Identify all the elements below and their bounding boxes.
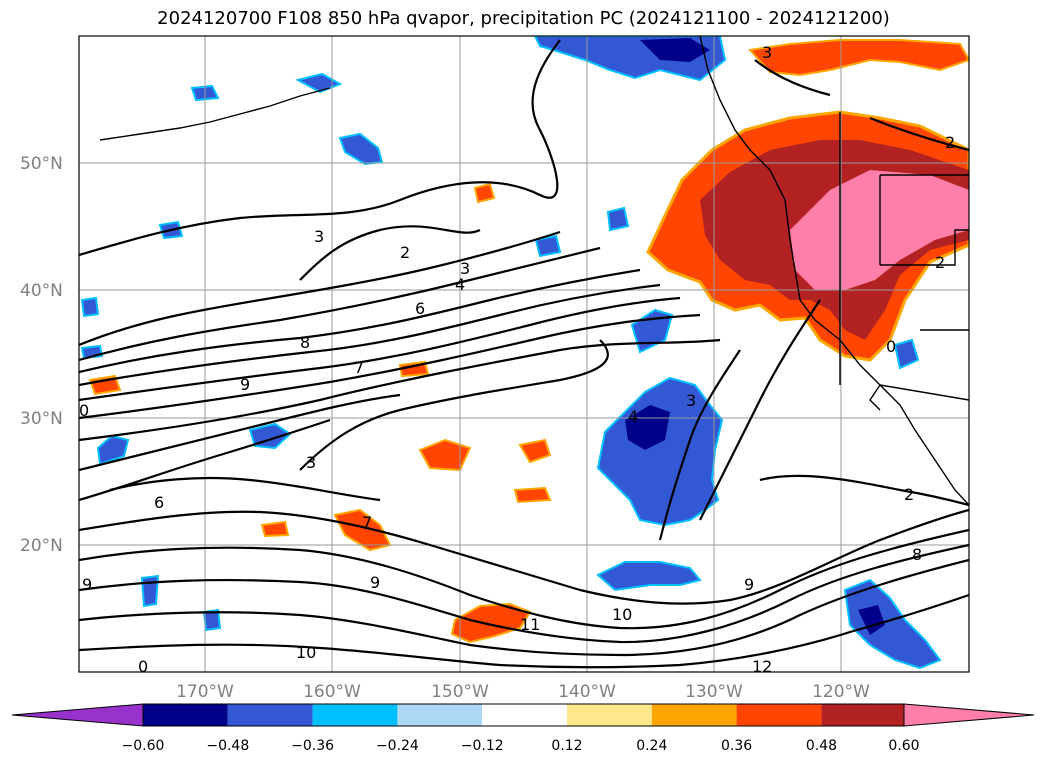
- contour-labels: 3 2 3 4 6 8 7 9 0 3 6 7 9 11 10 10 12 3 …: [79, 43, 955, 676]
- colorbar-extend-high: [903, 703, 1035, 727]
- colorbar-segment: [227, 704, 313, 726]
- colorbar-tick-label: −0.36: [291, 738, 334, 754]
- graticule: [79, 36, 969, 672]
- colorbar-ticks: −0.60 −0.48 −0.36 −0.24 −0.12 0.12 0.24 …: [122, 738, 920, 754]
- contour-label: 0: [79, 401, 89, 420]
- lon-label: 140°W: [558, 682, 616, 702]
- contour-label: 3: [460, 259, 470, 278]
- contour-label: 9: [370, 573, 380, 592]
- lat-label: 20°N: [20, 536, 63, 556]
- lon-label: 170°W: [176, 682, 234, 702]
- contour-label: 3: [306, 453, 316, 472]
- contour-label: 0: [138, 657, 148, 676]
- colorbar-segment: [143, 704, 228, 726]
- colorbar-tick-label: −0.24: [376, 738, 419, 754]
- contour-label: 4: [628, 407, 638, 426]
- contour-label: 10: [612, 605, 632, 624]
- contour-label: 9: [240, 375, 250, 394]
- map-title: 2024120700 F108 850 hPa qvapor, precipit…: [157, 8, 890, 29]
- precip-pc-negative-region: [80, 36, 942, 670]
- lat-label: 30°N: [20, 409, 63, 429]
- contour-label: 3: [686, 391, 696, 410]
- colorbar-segment: [736, 704, 822, 726]
- contour-label: 8: [912, 545, 922, 564]
- contour-label: 2: [935, 253, 945, 272]
- longitude-labels: 170°W 160°W 150°W 140°W 130°W 120°W: [176, 682, 870, 702]
- contour-label: 4: [455, 275, 465, 294]
- colorbar-segment: [567, 704, 652, 726]
- contour-label: 6: [154, 493, 164, 512]
- colorbar-tick-label: 0.12: [551, 738, 582, 754]
- contour-label: 7: [362, 513, 372, 532]
- contour-label: 2: [400, 243, 410, 262]
- contour-label: 0: [886, 337, 896, 356]
- lon-label: 130°W: [685, 682, 743, 702]
- contour-label: 3: [314, 227, 324, 246]
- contour-label: 7: [354, 358, 364, 377]
- plot-frame: [78, 35, 970, 673]
- colorbar: −0.60 −0.48 −0.36 −0.24 −0.12 0.12 0.24 …: [11, 703, 1035, 754]
- contour-label: 9: [82, 575, 92, 594]
- contour-label: 2: [945, 133, 955, 152]
- colorbar-tick-label: 0.48: [806, 738, 837, 754]
- colorbar-segment: [821, 704, 904, 726]
- lon-label: 150°W: [431, 682, 489, 702]
- lat-label: 50°N: [20, 154, 63, 174]
- colorbar-tick-label: −0.48: [206, 738, 249, 754]
- contour-label: 12: [752, 657, 772, 676]
- lon-label: 120°W: [812, 682, 870, 702]
- qvapor-contours: [79, 39, 969, 669]
- colorbar-tick-label: −0.60: [122, 738, 165, 754]
- contour-label: 8: [300, 333, 310, 352]
- colorbar-segment: [482, 704, 567, 726]
- contour-label: 11: [520, 615, 540, 634]
- colorbar-segment: [312, 704, 398, 726]
- contour-label: 6: [415, 299, 425, 318]
- colorbar-tick-label: −0.12: [461, 738, 504, 754]
- colorbar-extend-low: [11, 703, 144, 727]
- contour-label: 3: [762, 43, 772, 62]
- coastlines: [99, 36, 969, 506]
- latitude-labels: 50°N 40°N 30°N 20°N: [20, 154, 63, 556]
- lon-label: 160°W: [303, 682, 361, 702]
- contour-label: 2: [904, 485, 914, 504]
- contour-label: 9: [744, 575, 754, 594]
- colorbar-segment: [651, 704, 737, 726]
- contour-label: 10: [296, 643, 316, 662]
- colorbar-segment: [397, 704, 483, 726]
- colorbar-tick-label: 0.60: [888, 738, 919, 754]
- colorbar-tick-label: 0.36: [721, 738, 752, 754]
- colorbar-tick-label: 0.24: [636, 738, 667, 754]
- lat-label: 40°N: [20, 281, 63, 301]
